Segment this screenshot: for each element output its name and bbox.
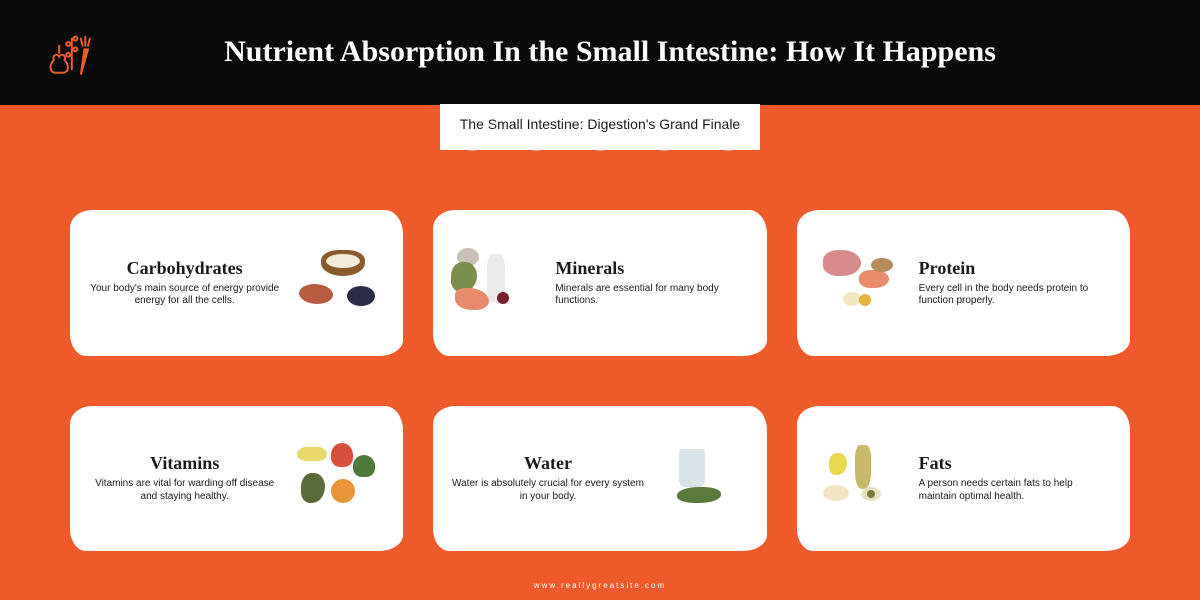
infographic-page: Nutrient Absorption In the Small Intesti… xyxy=(0,0,1200,600)
subtitle-text: The Small Intestine: Digestion's Grand F… xyxy=(440,104,760,150)
card-heading: Vitamins xyxy=(88,453,281,474)
card-minerals: Minerals Minerals are essential for many… xyxy=(433,210,766,356)
nutrient-grid: Carbohydrates Your body's main source of… xyxy=(0,150,1200,581)
footer-url: www.reallygreatsite.com xyxy=(0,581,1200,600)
card-heading: Water xyxy=(451,453,644,474)
card-body: Every cell in the body needs protein to … xyxy=(919,283,1112,308)
card-body: Your body's main source of energy provid… xyxy=(88,283,281,308)
food-illustration-minerals-icon xyxy=(451,248,541,318)
card-vitamins: Vitamins Vitamins are vital for warding … xyxy=(70,406,403,552)
card-heading: Carbohydrates xyxy=(88,258,281,279)
food-illustration-protein-icon xyxy=(815,248,905,318)
page-title: Nutrient Absorption In the Small Intesti… xyxy=(140,35,1160,70)
header: Nutrient Absorption In the Small Intesti… xyxy=(0,0,1200,105)
vegetable-logo-icon xyxy=(40,23,100,83)
card-water: Water Water is absolutely crucial for ev… xyxy=(433,406,766,552)
card-body: Minerals are essential for many body fun… xyxy=(555,283,748,308)
food-illustration-carbs-icon xyxy=(295,248,385,318)
card-heading: Fats xyxy=(919,453,1112,474)
card-protein: Protein Every cell in the body needs pro… xyxy=(797,210,1130,356)
card-heading: Protein xyxy=(919,258,1112,279)
card-fats: Fats A person needs certain fats to help… xyxy=(797,406,1130,552)
food-illustration-vitamins-icon xyxy=(295,443,385,513)
card-body: Vitamins are vital for warding off disea… xyxy=(88,478,281,503)
card-body: Water is absolutely crucial for every sy… xyxy=(451,478,644,503)
body-area: The Small Intestine: Digestion's Grand F… xyxy=(0,105,1200,600)
subtitle-banner: The Small Intestine: Digestion's Grand F… xyxy=(0,104,1200,150)
food-illustration-water-icon xyxy=(659,443,749,513)
card-carbohydrates: Carbohydrates Your body's main source of… xyxy=(70,210,403,356)
card-heading: Minerals xyxy=(555,258,748,279)
card-body: A person needs certain fats to help main… xyxy=(919,478,1112,503)
food-illustration-fats-icon xyxy=(815,443,905,513)
